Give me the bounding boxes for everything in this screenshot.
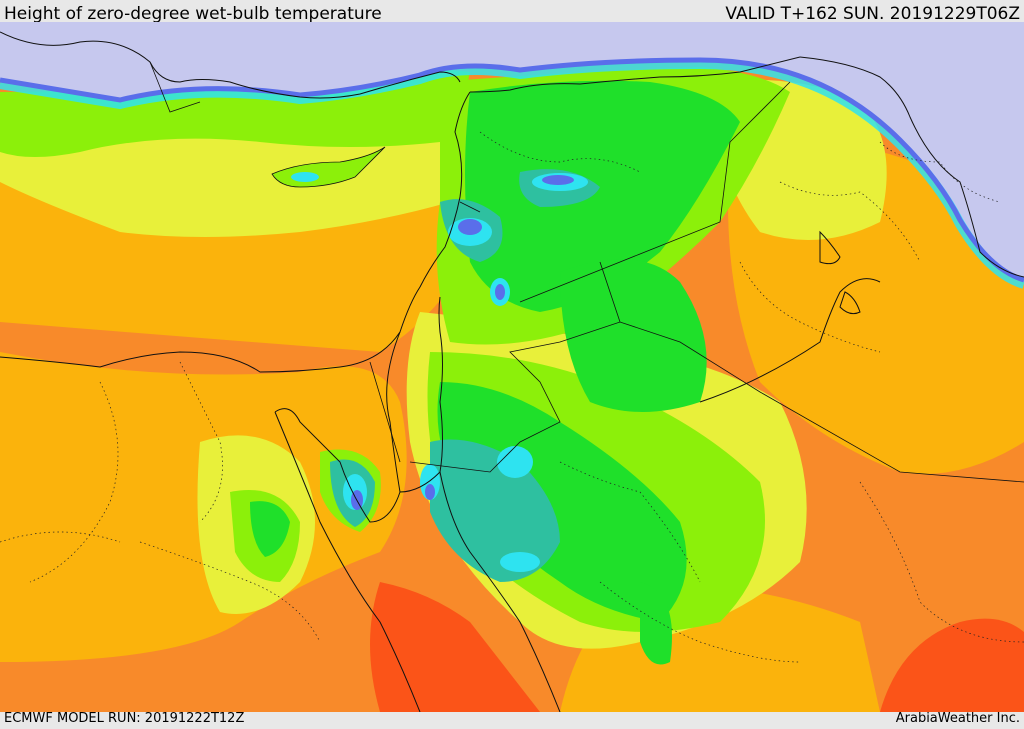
province-borders xyxy=(0,131,1024,663)
model-run-label: ECMWF MODEL RUN: 20191222T12Z xyxy=(4,711,245,726)
coastlines xyxy=(0,31,1024,712)
cyprus-cyan xyxy=(291,172,319,182)
credit-label: ArabiaWeather Inc. xyxy=(895,711,1020,726)
map-title: Height of zero-degree wet-bulb temperatu… xyxy=(4,4,382,24)
political-borders xyxy=(149,61,1024,483)
field-green xyxy=(250,80,740,665)
sea-light-north xyxy=(0,22,1024,282)
valid-time: VALID T+162 SUN. 20191229T06Z xyxy=(725,4,1020,24)
coast-band-blue xyxy=(0,57,1024,283)
coast-band-cyan xyxy=(0,58,1024,289)
weather-map xyxy=(0,22,1024,712)
field-red xyxy=(370,582,1024,712)
